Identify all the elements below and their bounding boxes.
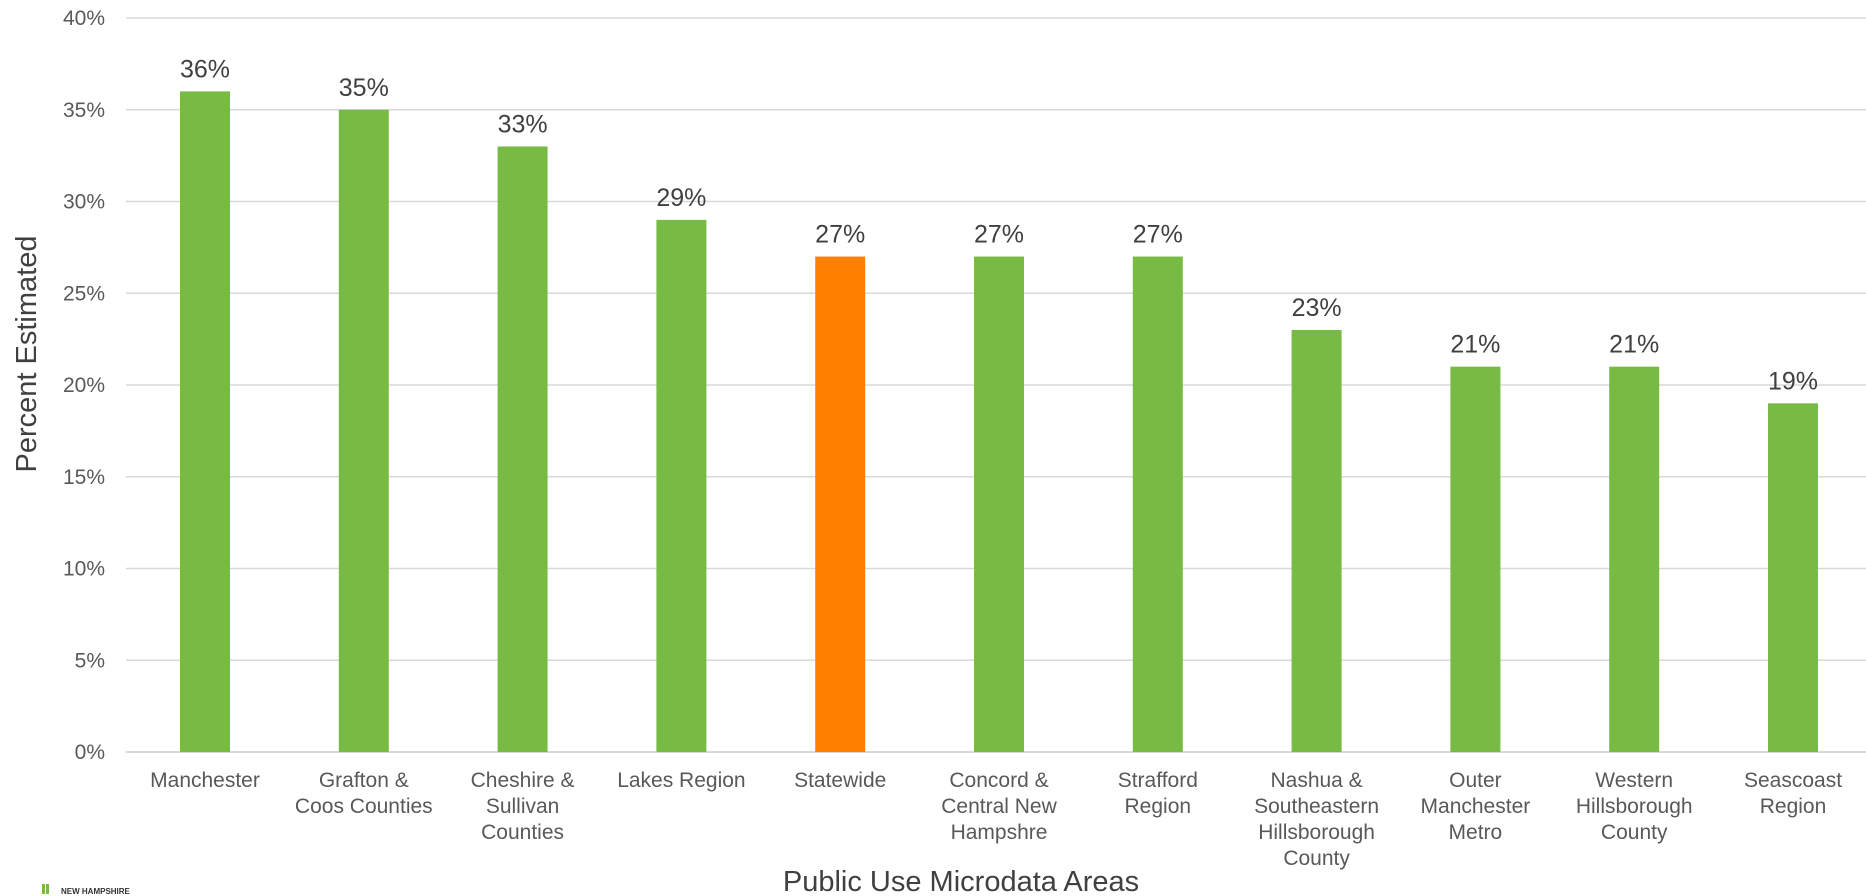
logo-mark [42,884,45,894]
data-label: 19% [1768,367,1818,395]
data-labels: 36% 35% 33% 29% 27% 27% 27% 23% 21% 21% 19% [180,55,1818,395]
x-tick-label: Cheshire & Sullivan Counties [471,769,575,844]
y-tick-label: 10% [63,558,105,581]
logo-text: NEW HAMPSHIRE [61,887,131,896]
data-label: 23% [1292,294,1342,322]
y-tick-label: 15% [63,466,105,489]
bar [497,146,548,752]
x-axis-ticks: Manchester Grafton & Coos Counties Cheshire… [150,769,1842,870]
x-tick-label: Manchester [150,769,260,792]
y-tick-label: 30% [63,191,105,214]
data-label: 27% [974,221,1024,249]
bar [1609,366,1660,752]
x-axis-title: Public Use Microdata Areas [783,866,1139,896]
data-label: 21% [1609,331,1659,359]
y-tick-label: 5% [75,649,105,672]
data-label: 27% [815,221,865,249]
x-tick-label: Grafton & Coos Counties [295,769,433,818]
x-tick-label: Statewide [794,769,886,792]
x-tick-label: Outer Manchester Metro [1421,769,1531,844]
data-label: 36% [180,55,230,83]
y-tick-label: 35% [63,99,105,122]
data-label: 29% [656,184,706,212]
data-label: 33% [498,110,548,138]
y-tick-label: 40% [63,7,105,30]
data-label: 21% [1450,331,1500,359]
x-tick-label: Seascoast Region [1744,769,1842,818]
y-tick-label: 0% [75,741,105,764]
x-tick-label: Concord & Central New Hampshre [941,769,1057,844]
x-tick-label: Nashua & Southeastern Hillsborough County [1254,769,1379,870]
bar [180,91,230,752]
bar [1450,366,1501,752]
logo: NEW HAMPSHIRE [42,884,131,896]
y-tick-label: 20% [63,374,105,397]
data-label: 35% [339,74,389,102]
x-tick-label: Western Hillsborough County [1576,769,1693,844]
bar [1132,256,1183,752]
logo-mark [46,884,49,894]
bar [815,256,866,752]
bar [338,109,389,752]
data-label: 27% [1133,221,1183,249]
bar [656,219,707,753]
bar [1768,403,1818,752]
y-axis-ticks: 0% 5% 10% 15% 20% 25% 30% 35% 40% [63,7,105,764]
bar [1291,329,1342,752]
y-axis-title: Percent Estimated [11,236,43,473]
bars [180,91,1818,753]
x-tick-label: Strafford Region [1118,769,1198,818]
x-tick-label: Lakes Region [617,769,745,792]
bar [974,256,1024,752]
y-tick-label: 25% [63,282,105,305]
